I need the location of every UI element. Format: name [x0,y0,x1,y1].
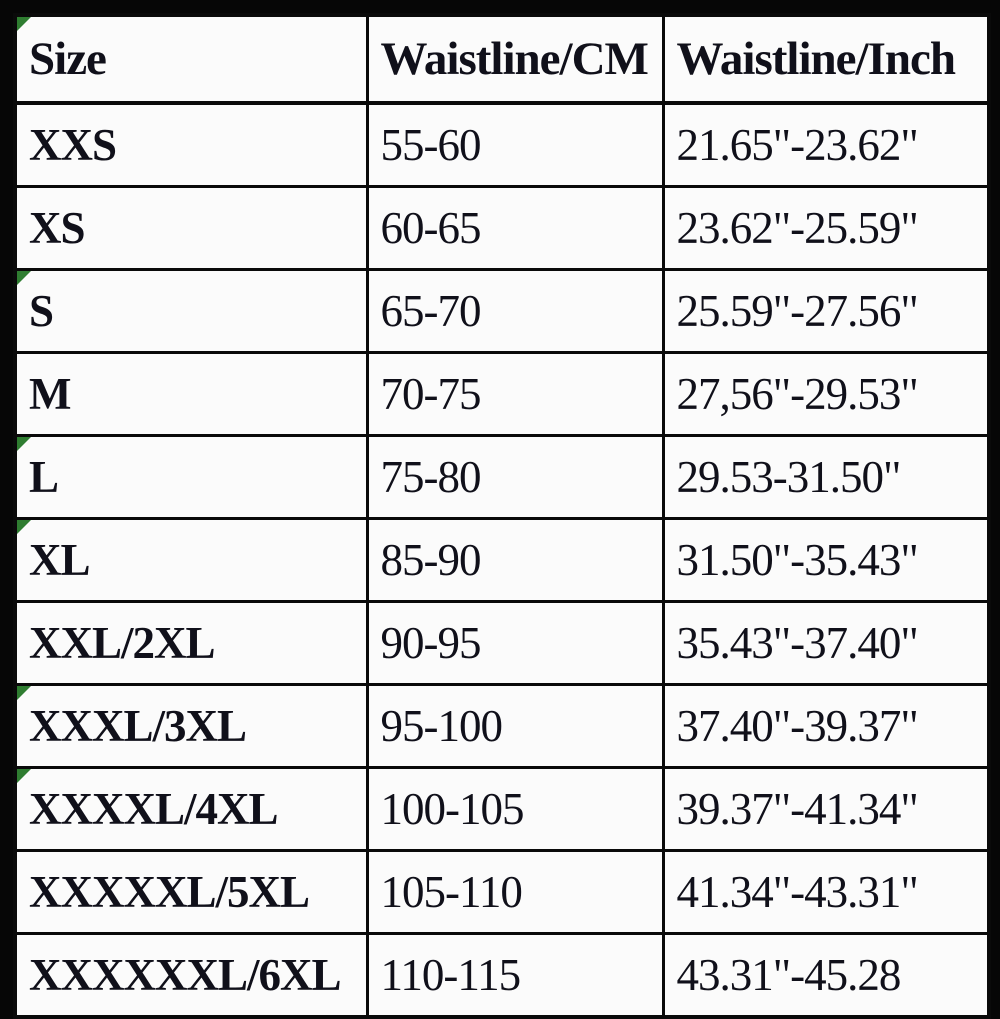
cm-cell-text: 65-70 [380,286,482,336]
inch-cell-text: 35.43"-37.40" [676,618,919,668]
cm-cell-text: 110-115 [380,950,522,1000]
cm-cell: 60-65 [365,185,665,271]
inch-cell: 37.40"-39.37" [661,683,991,769]
table-row: XXXXL/4XL 100-105 39.37"-41.34" [13,766,991,852]
cm-cell: 55-60 [365,101,665,188]
inch-cell-text: 41.34"-43.31" [676,867,919,917]
header-size-label: Size [29,33,107,85]
table-row: XXXXXXL/6XL 110-115 43.31"-45.28 [13,932,991,1019]
inch-cell-text: 43.31"-45.28 [676,950,902,1000]
table-row: S 65-70 25.59"-27.56" [13,268,991,354]
inch-cell-text: 23.62"-25.59" [676,203,919,253]
size-cell-text: S [29,286,54,336]
size-cell-text: XXXL/3XL [29,701,247,751]
cm-cell-text: 70-75 [380,369,482,419]
cell-error-marker-icon [18,770,31,783]
table-row: XXXXXL/5XL 105-110 41.34"-43.31" [13,849,991,935]
inch-cell-text: 21.65"-23.62" [676,120,919,170]
cell-error-marker-icon [18,521,31,534]
cell-error-marker-icon [18,272,31,285]
inch-cell-text: 29.53-31.50" [676,452,902,502]
header-waistline-inch-label: Waistline/Inch [676,33,957,85]
size-cell-text: XL [29,535,91,585]
size-cell-text: XXL/2XL [29,618,216,668]
inch-cell-text: 27,56"-29.53" [676,369,919,419]
size-chart-table: Size Waistline/CM Waistline/Inch XXS 55-6… [13,13,991,1019]
inch-cell: 27,56"-29.53" [661,351,991,437]
inch-cell: 31.50"-35.43" [661,517,991,603]
inch-cell-text: 25.59"-27.56" [676,286,919,336]
inch-cell: 25.59"-27.56" [661,268,991,354]
size-cell-text: XXXXL/4XL [29,784,279,834]
size-cell: XXXXXXL/6XL [13,932,369,1019]
header-waistline-cm-label: Waistline/CM [380,33,649,85]
cm-cell: 100-105 [365,766,665,852]
size-cell-text: XXXXXL/5XL [29,867,310,917]
table-row: XXS 55-60 21.65"-23.62" [13,101,991,188]
table-row: XXL/2XL 90-95 35.43"-37.40" [13,600,991,686]
table-body: XXS 55-60 21.65"-23.62" XS 60-65 23.62"-25.59… [13,101,991,1019]
inch-cell-text: 31.50"-35.43" [676,535,919,585]
inch-cell: 35.43"-37.40" [661,600,991,686]
size-cell: XXXL/3XL [13,683,369,769]
cm-cell: 65-70 [365,268,665,354]
size-cell-text: XXXXXXL/6XL [29,950,342,1000]
size-cell: XXXXXL/5XL [13,849,369,935]
cm-cell-text: 95-100 [380,701,503,751]
inch-cell: 23.62"-25.59" [661,185,991,271]
cm-cell: 75-80 [365,434,665,520]
size-cell-text: XXS [29,120,117,170]
size-cell: XXL/2XL [13,600,369,686]
size-cell: L [13,434,369,520]
cm-cell: 110-115 [365,932,665,1019]
cm-cell-text: 60-65 [380,203,482,253]
size-cell: XXS [13,101,369,188]
inch-cell: 41.34"-43.31" [661,849,991,935]
cm-cell: 95-100 [365,683,665,769]
cm-cell: 105-110 [365,849,665,935]
inch-cell: 21.65"-23.62" [661,101,991,188]
cm-cell-text: 75-80 [380,452,482,502]
table-row: XS 60-65 23.62"-25.59" [13,185,991,271]
cm-cell: 85-90 [365,517,665,603]
inch-cell: 43.31"-45.28 [661,932,991,1019]
cm-cell-text: 90-95 [380,618,482,668]
size-cell-text: XS [29,203,86,253]
header-cell-waistline-inch: Waistline/Inch [661,13,991,105]
size-cell: S [13,268,369,354]
size-cell: M [13,351,369,437]
size-cell-text: M [29,369,71,419]
inch-cell: 29.53-31.50" [661,434,991,520]
size-cell: XXXXL/4XL [13,766,369,852]
cm-cell-text: 55-60 [380,120,482,170]
table-row: L 75-80 29.53-31.50" [13,434,991,520]
cm-cell: 70-75 [365,351,665,437]
cm-cell-text: 105-110 [380,867,523,917]
header-row: Size Waistline/CM Waistline/Inch [13,13,991,105]
inch-cell-text: 37.40"-39.37" [676,701,919,751]
inch-cell: 39.37"-41.34" [661,766,991,852]
cell-error-marker-icon [18,438,31,451]
cm-cell-text: 100-105 [380,784,525,834]
table-row: M 70-75 27,56"-29.53" [13,351,991,437]
inch-cell-text: 39.37"-41.34" [676,784,919,834]
header-cell-size: Size [13,13,369,105]
size-cell-text: L [29,452,59,502]
cell-error-marker-icon [18,18,31,31]
size-cell: XS [13,185,369,271]
table-row: XL 85-90 31.50"-35.43" [13,517,991,603]
cm-cell: 90-95 [365,600,665,686]
size-cell: XL [13,517,369,603]
cell-error-marker-icon [18,687,31,700]
cm-cell-text: 85-90 [380,535,482,585]
table-row: XXXL/3XL 95-100 37.40"-39.37" [13,683,991,769]
header-cell-waistline-cm: Waistline/CM [365,13,665,105]
